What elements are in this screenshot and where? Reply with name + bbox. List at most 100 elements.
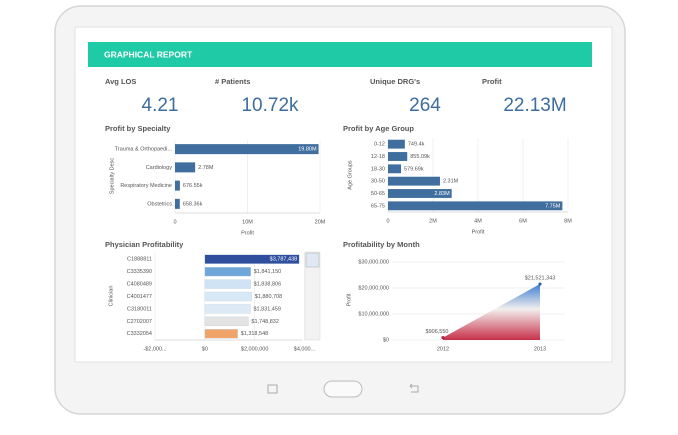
- category-label: 30-50: [371, 179, 385, 185]
- bar: [175, 144, 319, 155]
- x-tick-label: $0: [202, 346, 208, 352]
- value-label: 2.83M: [434, 191, 450, 197]
- bar: [204, 329, 238, 339]
- header-bar: [88, 42, 592, 67]
- kpi-value: 4.21: [142, 95, 179, 116]
- category-label: C3335390: [127, 269, 152, 275]
- x-tick-label: 0: [173, 219, 176, 225]
- recent-apps-button[interactable]: [267, 384, 278, 394]
- category-label: C1888811: [127, 257, 152, 263]
- point: [441, 336, 445, 340]
- y-tick-label: $20,000,000: [358, 285, 389, 291]
- bar: [204, 279, 251, 289]
- category-label: C4080489: [127, 282, 152, 288]
- category-label: C3180011: [127, 306, 152, 312]
- category-label: 18-30: [371, 166, 385, 172]
- value-label: $1,841,150: [254, 269, 282, 275]
- value-label: 19.80M: [298, 147, 317, 153]
- bar: [175, 162, 196, 173]
- value-label: 2.78M: [198, 165, 214, 171]
- category-label: C4001477: [127, 294, 152, 300]
- y-axis-label: Age Groups: [347, 160, 353, 190]
- category-label: C2702007: [127, 319, 152, 325]
- chart-title: Profit by Age Group: [343, 124, 414, 133]
- kpi-label: Unique DRG's: [370, 77, 420, 86]
- bar: [204, 304, 251, 314]
- kpi-label: # Patients: [215, 77, 250, 86]
- value-label: $1,748,832: [251, 319, 279, 325]
- bar: [388, 189, 452, 198]
- value-label: 579.69k: [404, 166, 424, 172]
- category-label: Cardiology: [146, 165, 173, 171]
- chart-title: Profitability by Month: [343, 240, 420, 249]
- chart-title: Profit by Specialty: [105, 124, 171, 133]
- kpi-label: Avg LOS: [105, 77, 136, 86]
- x-tick-label: -$2,000...: [143, 346, 167, 352]
- category-label: Obstetrics: [147, 201, 172, 207]
- kpi-value: 22.13M: [503, 95, 566, 116]
- minimap-window[interactable]: [305, 252, 320, 268]
- y-axis-label: Specialty Desc: [109, 158, 115, 195]
- bar: [175, 198, 180, 209]
- x-axis-label: Profit: [241, 230, 254, 236]
- point: [538, 282, 542, 286]
- home-button[interactable]: [323, 380, 363, 398]
- y-axis-label: Profit: [346, 293, 352, 306]
- value-label: $1,831,459: [253, 306, 281, 312]
- y-axis-label: Clinician: [108, 286, 114, 307]
- value-label: 7.75M: [545, 203, 561, 209]
- bar: [204, 266, 251, 277]
- bar: [388, 201, 563, 211]
- x-tick-label: 2M: [429, 218, 437, 224]
- bar: [388, 139, 405, 149]
- value-label: 658.36k: [183, 201, 203, 207]
- minimap[interactable]: [304, 251, 321, 341]
- bar: [388, 152, 408, 161]
- value-label: $1,838,806: [254, 282, 282, 288]
- x-tick-label: 20M: [315, 219, 326, 225]
- bar: [175, 180, 180, 191]
- category-label: 65-75: [371, 203, 385, 209]
- bar: [204, 254, 300, 264]
- bar: [204, 316, 249, 327]
- category-label: 0-12: [374, 142, 385, 148]
- x-tick-label: $2,000,000: [241, 346, 269, 352]
- value-label: 676.55k: [183, 183, 203, 189]
- x-tick-label: 10M: [242, 219, 253, 225]
- value-label: $21,521,343: [525, 275, 556, 281]
- value-label: $3,787,438: [270, 257, 298, 263]
- x-tick-label: 2013: [534, 346, 546, 352]
- x-tick-label: $4,000...: [294, 346, 316, 352]
- value-label: $1,880,708: [255, 294, 283, 300]
- value-label: 855.09k: [410, 154, 430, 160]
- x-axis-label: Profit: [472, 229, 485, 235]
- y-tick-label: $10,000,000: [358, 311, 389, 317]
- back-button[interactable]: [409, 383, 419, 393]
- category-label: Respiratory Medicine: [120, 183, 172, 189]
- bar: [388, 164, 402, 174]
- x-tick-label: 2012: [437, 346, 449, 352]
- x-tick-label: 6M: [519, 218, 527, 224]
- x-tick-label: 4M: [474, 218, 482, 224]
- category-label: 50-65: [371, 191, 385, 197]
- chart-title: Physician Profitability: [105, 240, 184, 249]
- value-label: 2.31M: [443, 179, 459, 185]
- bar: [204, 291, 252, 302]
- category-label: 12-18: [371, 154, 385, 160]
- x-tick-label: 0: [386, 218, 389, 224]
- header-title: GRAPHICAL REPORT: [104, 49, 193, 59]
- value-label: $1,318,548: [241, 331, 269, 337]
- area: [443, 284, 540, 340]
- y-tick-label: $0: [383, 337, 389, 343]
- value-label: $906,550: [426, 329, 449, 335]
- category-label: Trauma & Orthopaedi...: [115, 147, 173, 153]
- kpi-label: Profit: [482, 77, 502, 86]
- category-label: C3332054: [127, 331, 152, 337]
- kpi-value: 10.72k: [241, 95, 299, 116]
- value-label: 749.4k: [408, 142, 425, 148]
- y-tick-label: $30,000,000: [358, 259, 389, 265]
- x-tick-label: 8M: [564, 218, 572, 224]
- bar: [388, 176, 440, 186]
- kpi-value: 264: [409, 95, 441, 116]
